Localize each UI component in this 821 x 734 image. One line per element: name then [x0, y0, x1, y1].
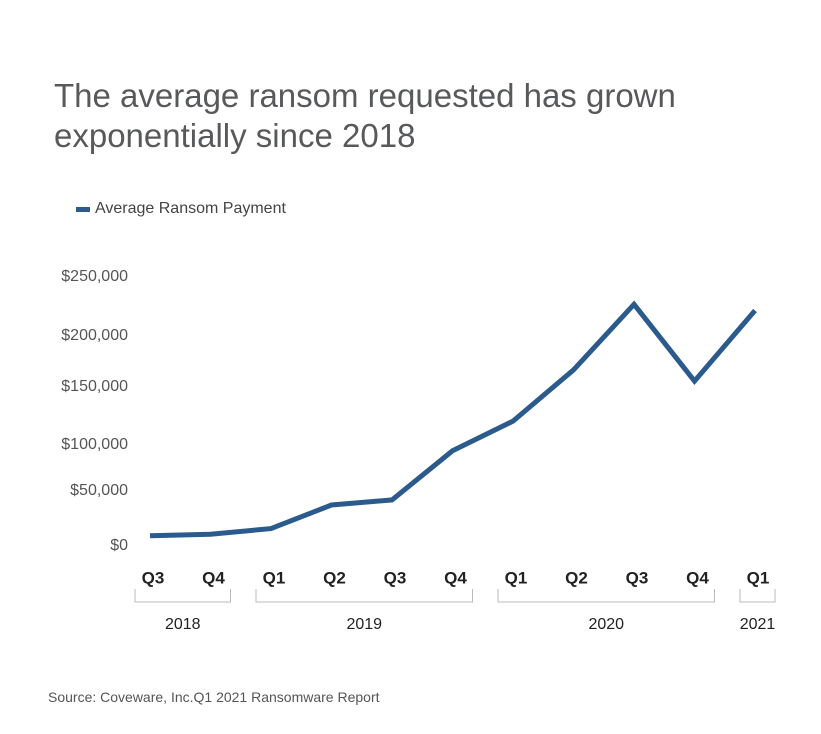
- year-label: 2021: [740, 616, 776, 633]
- y-tick-label: $50,000: [70, 482, 128, 499]
- x-tick-label: Q1: [747, 568, 770, 587]
- x-tick-label: Q4: [444, 568, 467, 587]
- x-tick-label: Q3: [626, 568, 649, 587]
- x-tick-label: Q1: [505, 568, 528, 587]
- y-tick-label: $100,000: [61, 436, 128, 453]
- y-tick-label: $0: [110, 537, 128, 554]
- legend-label: Average Ransom Payment: [95, 200, 286, 217]
- x-tick-label: Q1: [263, 568, 286, 587]
- x-tick-label: Q4: [202, 568, 225, 587]
- series-line: [149, 300, 757, 539]
- year-bracket: [497, 589, 715, 603]
- chart-title: The average ransom requested has grown e…: [54, 77, 676, 154]
- year-label: 2019: [346, 616, 382, 633]
- year-bracket: [739, 589, 776, 603]
- x-tick-label: Q4: [686, 568, 709, 587]
- y-tick-label: $250,000: [61, 268, 128, 285]
- y-tick-label: $150,000: [61, 378, 128, 395]
- chart-legend: Average Ransom Payment: [76, 198, 286, 220]
- legend-swatch: [76, 206, 90, 212]
- x-tick-label: Q3: [142, 568, 165, 587]
- x-tick-label: Q2: [323, 568, 346, 587]
- year-label: 2020: [588, 616, 624, 633]
- source-note: Source: Coveware, Inc.Q1 2021 Ransomware…: [48, 689, 380, 705]
- y-tick-label: $200,000: [61, 327, 128, 344]
- year-bracket: [255, 589, 473, 603]
- year-label: 2018: [165, 616, 201, 633]
- year-bracket: [134, 589, 231, 603]
- x-tick-label: Q2: [565, 568, 588, 587]
- x-tick-label: Q3: [384, 568, 407, 587]
